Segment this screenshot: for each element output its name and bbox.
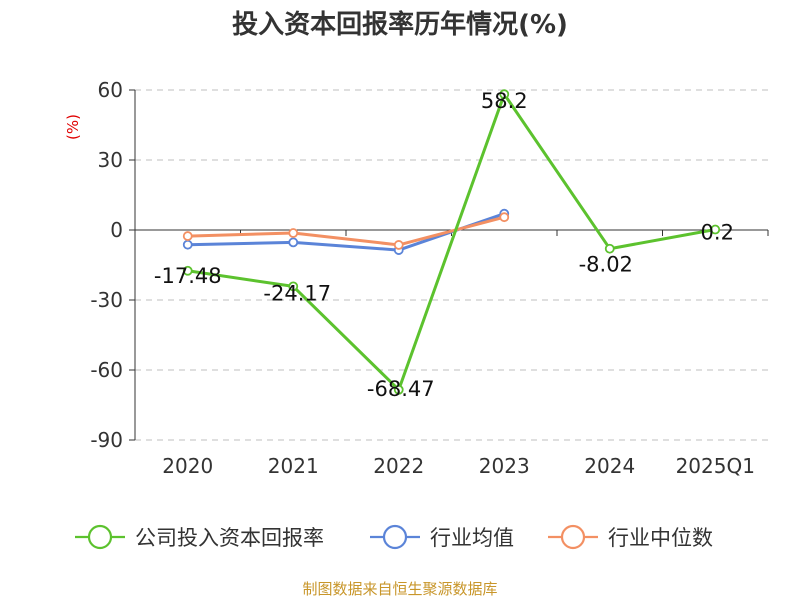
x-tick-label: 2023	[479, 454, 530, 478]
legend-marker	[87, 524, 113, 550]
legend: 公司投入资本回报率 行业均值 行业中位数	[75, 524, 713, 550]
data-point	[604, 243, 615, 254]
legend-label: 公司投入资本回报率	[135, 526, 324, 550]
legend-item-2[interactable]: 行业中位数	[548, 524, 713, 550]
data-point	[499, 212, 510, 223]
data-labels: -17.48 -24.17 -68.47 58.2 -8.02 0.2	[154, 89, 734, 401]
legend-marker	[560, 524, 586, 550]
data-point	[499, 89, 510, 100]
data-point	[182, 265, 193, 276]
source-note: 制图数据来自恒生聚源数据库	[302, 580, 497, 598]
data-label: -8.02	[579, 253, 633, 277]
y-tick-labels: 60 30 0 -30 -60 -90	[90, 78, 123, 452]
x-tick-label: 2025Q1	[676, 454, 755, 478]
data-point	[288, 228, 299, 238]
y-tick-label: 60	[98, 78, 123, 102]
grid-lines	[135, 89, 768, 441]
data-label: -24.17	[263, 281, 331, 305]
x-tick-label: 2021	[268, 454, 319, 478]
data-point	[393, 240, 404, 250]
legend-marker	[382, 524, 408, 550]
chart-title: 投入资本回报率历年情况(%)	[232, 9, 568, 40]
data-label: 0.2	[701, 221, 734, 245]
y-tick-label: -90	[90, 428, 123, 452]
data-label: -17.48	[154, 264, 222, 288]
legend-label: 行业均值	[430, 526, 514, 550]
x-tick-label: 2024	[584, 454, 635, 478]
legend-label: 行业中位数	[608, 526, 713, 550]
legend-item-1[interactable]: 行业均值	[370, 524, 514, 550]
y-tick-label: 0	[110, 218, 123, 242]
x-tick-label: 2022	[373, 454, 424, 478]
x-tick-labels: 2020 2021 2022 2023 2024 2025Q1	[162, 454, 755, 478]
data-label: -68.47	[367, 377, 435, 401]
data-point	[393, 384, 404, 395]
y-axis-label: (%)	[64, 114, 82, 140]
data-point	[288, 281, 299, 292]
y-tick-label: -30	[90, 288, 123, 312]
data-point	[710, 224, 721, 235]
axes	[129, 89, 769, 441]
data-label: 58.2	[481, 89, 528, 113]
y-tick-label: 30	[98, 148, 123, 172]
data-point	[182, 231, 193, 241]
series-line-2	[187, 215, 505, 247]
x-tick-label: 2020	[162, 454, 213, 478]
legend-item-0[interactable]: 公司投入资本回报率	[75, 524, 324, 550]
y-tick-label: -60	[90, 358, 123, 382]
data-point	[288, 237, 299, 248]
series-line-0	[187, 92, 716, 392]
series-group	[182, 89, 721, 395]
data-point	[182, 239, 193, 250]
